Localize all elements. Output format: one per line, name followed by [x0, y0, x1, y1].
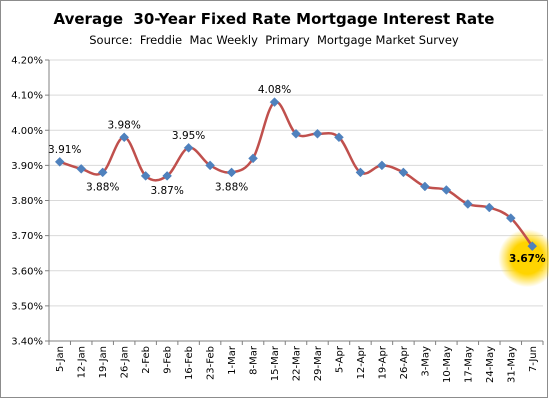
x-tick-label: 19-Apr — [377, 345, 388, 379]
gridlines — [49, 59, 543, 307]
data-point-marker — [269, 97, 280, 108]
data-point-marker — [119, 132, 130, 143]
data-label: 3.87% — [150, 185, 183, 197]
data-point-marker — [76, 164, 87, 174]
x-tick-label: 1-Mar — [227, 345, 238, 375]
data-point-marker — [462, 199, 473, 209]
data-label: 3.98% — [107, 119, 140, 131]
data-point-marker — [312, 128, 323, 139]
x-tick-label: 24-May — [485, 346, 496, 383]
x-tick-label: 19-Jan — [98, 346, 109, 378]
y-tick-label: 4.20% — [11, 56, 43, 67]
x-tick-label: 22-Mar — [292, 345, 303, 381]
x-tick-label: 23-Feb — [206, 346, 217, 380]
data-point-marker — [291, 128, 301, 139]
data-point-marker — [334, 132, 344, 143]
x-tick-label: 29-Mar — [313, 345, 324, 381]
y-tick-label: 4.00% — [11, 126, 43, 137]
data-point-marker — [226, 167, 237, 178]
highlight-layer — [498, 229, 549, 288]
x-tick-label: 15-Mar — [270, 345, 281, 381]
data-point-marker — [140, 171, 151, 181]
x-tick-label: 7-Jun — [528, 346, 539, 372]
y-tick-label: 3.50% — [11, 301, 43, 312]
data-point-marker — [484, 202, 495, 213]
x-tick-label: 9-Feb — [163, 346, 174, 374]
highlight-glow — [498, 229, 549, 288]
data-point-marker — [248, 153, 258, 164]
x-tick-label: 12-Apr — [356, 345, 367, 379]
x-tick-label: 12-Jan — [77, 346, 88, 378]
data-point-marker — [420, 181, 430, 192]
y-tick-labels: 3.40% 3.50% 3.60% 3.70% 3.80% 3.90% 4.00% 4.10%… — [11, 56, 43, 348]
data-point-marker — [398, 167, 409, 178]
x-tick-label: 2-Feb — [141, 346, 152, 374]
data-point-marker — [162, 171, 172, 181]
data-point-marker — [505, 213, 516, 223]
data-point-marker — [205, 160, 215, 171]
chart-title: Average 30-Year Fixed Rate Mortgage Inte… — [53, 10, 495, 28]
data-point-marker — [355, 167, 366, 178]
x-tick-label: 17-May — [463, 346, 474, 383]
data-point-marker — [183, 142, 194, 153]
y-tick-label: 3.80% — [11, 196, 43, 207]
data-point-marker — [441, 185, 452, 195]
y-tick-label: 3.90% — [11, 161, 43, 172]
x-tick-label: 31-May — [506, 346, 517, 383]
data-label: 3.88% — [86, 181, 119, 193]
x-tick-label: 10-May — [442, 346, 453, 383]
marker-layer — [54, 97, 538, 252]
x-tick-label: 5-Jan — [55, 346, 66, 372]
data-labels: 3.91% 3.88% 3.98% 3.87% 3.95% 3.88% 4.08% 3.67% — [48, 84, 546, 265]
data-label: 3.91% — [48, 144, 81, 156]
axes — [45, 59, 544, 345]
data-label-highlighted: 3.67% — [509, 253, 546, 265]
x-tick-label: 3-May — [420, 346, 431, 377]
data-point-marker — [97, 167, 108, 178]
data-label: 4.08% — [258, 84, 291, 96]
data-label: 3.95% — [172, 130, 205, 142]
y-tick-label: 3.70% — [11, 231, 43, 242]
y-tick-label: 3.60% — [11, 266, 43, 277]
y-tick-label: 3.40% — [11, 337, 43, 348]
data-label: 3.88% — [215, 181, 248, 193]
data-point-marker — [377, 160, 387, 171]
x-tick-label: 16-Feb — [184, 346, 195, 380]
data-point-marker — [54, 157, 65, 167]
data-point-marker — [527, 241, 538, 252]
y-tick-label: 4.10% — [11, 91, 43, 102]
x-tick-label: 8-Mar — [249, 345, 260, 375]
x-tick-label: 26-Apr — [399, 345, 410, 379]
x-tick-label: 5-Apr — [334, 345, 345, 373]
chart-subtitle: Source: Freddie Mac Weekly Primary Mortg… — [89, 33, 459, 47]
x-tick-label: 26-Jan — [120, 346, 131, 378]
x-tick-labels: 5-Jan 12-Jan 19-Jan 26-Jan 2-Feb 9-Feb 16-Feb 2… — [55, 345, 539, 383]
